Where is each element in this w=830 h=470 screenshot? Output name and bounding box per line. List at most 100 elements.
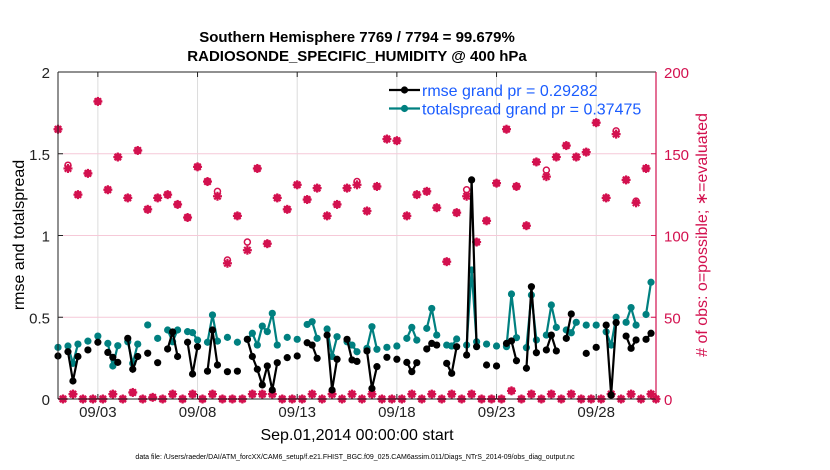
evaluated-obs-marker (591, 118, 601, 128)
totalspread-point (293, 335, 301, 343)
totalspread-point (552, 323, 560, 331)
rmse-point (632, 336, 640, 344)
rmse-point (208, 326, 217, 334)
totalspread-point (428, 304, 436, 313)
rmse-point (328, 386, 336, 394)
totalspread-point (154, 334, 162, 342)
rmse-point (373, 363, 381, 371)
y-tick-label-right: 0 (664, 392, 672, 409)
totalspread-point (258, 322, 266, 330)
rmse-point (413, 359, 421, 367)
totalspread-point (308, 318, 316, 326)
rmse-line-segment (445, 346, 458, 377)
evaluated-obs-marker (93, 96, 103, 106)
rmse-point (144, 349, 152, 357)
totalspread-point (263, 328, 271, 336)
evaluated-obs-marker (188, 389, 198, 399)
rmse-point (507, 337, 516, 345)
evaluated-obs-marker (163, 190, 173, 200)
rmse-point (353, 357, 361, 365)
evaluated-obs-marker (212, 191, 222, 201)
rmse-point (84, 346, 92, 354)
rmse-point (482, 361, 491, 369)
evaluated-obs-marker (546, 389, 556, 399)
totalspread-point (193, 336, 202, 344)
evaluated-obs-marker (108, 389, 118, 399)
totalspread-point (368, 323, 376, 331)
totalspread-point (114, 342, 122, 350)
totalspread-point (223, 333, 232, 341)
rmse-point (183, 338, 192, 346)
totalspread-point (144, 321, 152, 329)
evaluated-obs-marker (148, 392, 158, 402)
rmse-point (393, 355, 401, 363)
totalspread-point (607, 341, 615, 349)
totalspread-line-segment (644, 282, 653, 315)
evaluated-obs-marker (168, 389, 178, 399)
rmse-point (263, 362, 271, 370)
rmse-point (248, 352, 256, 361)
evaluated-obs-marker (203, 177, 212, 187)
rmse-point (547, 331, 555, 339)
y-tick-label-left: 1.5 (29, 147, 50, 164)
totalspread-point (567, 329, 575, 337)
totalspread-point (627, 304, 635, 312)
rmse-point (453, 343, 461, 351)
evaluated-obs-marker (447, 389, 457, 399)
evaluated-obs-marker (601, 193, 611, 203)
totalspread-point (188, 329, 197, 337)
y-tick-label-left: 1 (42, 229, 50, 246)
totalspread-point (94, 332, 102, 340)
totalspread-point (453, 335, 461, 343)
rmse-point (129, 365, 137, 373)
evaluated-obs-marker (432, 203, 442, 213)
totalspread-point (373, 345, 381, 353)
rmse-point (368, 384, 376, 392)
totalspread-point (283, 333, 291, 341)
series-lines (54, 176, 655, 399)
evaluated-obs-marker (422, 186, 432, 196)
y-tick-label-left: 2 (42, 65, 50, 82)
rmse-point (293, 352, 301, 360)
rmse-point (124, 334, 132, 342)
evaluated-obs-marker (128, 387, 138, 397)
rmse-point (522, 364, 531, 372)
rmse-point (607, 391, 615, 399)
rmse-point (552, 347, 560, 355)
rmse-point (258, 381, 266, 389)
rmse-point (433, 341, 441, 349)
evaluated-obs-marker (646, 389, 656, 399)
obs-count-markers (53, 96, 661, 404)
evaluated-obs-marker (232, 211, 242, 221)
evaluated-obs-marker (252, 163, 262, 173)
rmse-point (408, 368, 416, 376)
evaluated-obs-marker (511, 181, 521, 191)
totalspread-point (413, 336, 421, 344)
totalspread-point (74, 340, 82, 348)
evaluated-obs-marker (312, 183, 322, 193)
rmse-point (64, 348, 72, 356)
evaluated-obs-marker (193, 162, 203, 172)
rmse-point (463, 351, 471, 359)
evaluated-obs-marker (282, 204, 292, 214)
rmse-point (74, 352, 82, 361)
totalspread-point (542, 331, 550, 339)
rmse-point (512, 357, 521, 365)
legend-rmse-label: rmse grand pr = 0.29282 (422, 83, 598, 100)
totalspread-point (492, 342, 501, 350)
evaluated-obs-marker (452, 208, 462, 218)
evaluated-obs-marker (506, 386, 516, 396)
evaluated-obs-marker (332, 199, 342, 209)
x-axis-label: Sep.01,2014 00:00:00 start (260, 427, 454, 444)
x-tick-label: 09/23 (478, 404, 516, 421)
x-tick-label: 09/18 (378, 404, 416, 421)
rmse-point (268, 386, 276, 394)
rmse-point (627, 344, 635, 352)
y-tick-label-left: 0.5 (29, 310, 50, 327)
rmse-point (174, 352, 182, 361)
evaluated-obs-marker (621, 175, 631, 185)
legend-totalspread-marker (400, 104, 409, 113)
evaluated-obs-marker (571, 152, 581, 162)
totalspread-point (109, 362, 117, 370)
rmse-point (602, 321, 610, 329)
